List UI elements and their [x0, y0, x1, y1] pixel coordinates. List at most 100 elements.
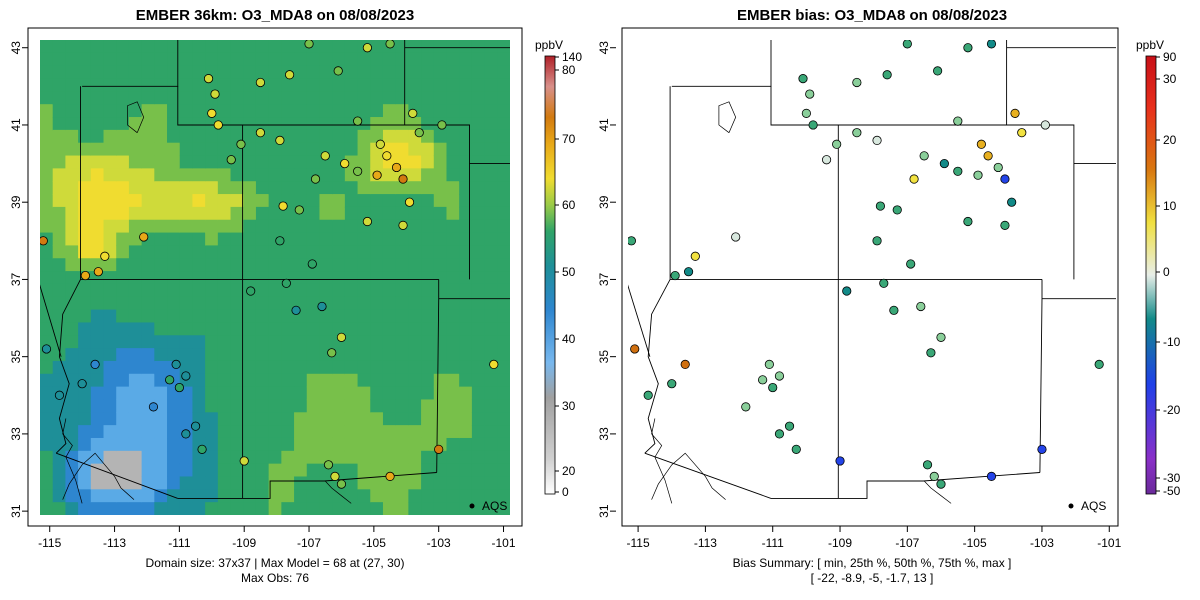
grid-cell — [459, 206, 473, 221]
grid-cell — [382, 335, 397, 349]
y-tick-label: 39 — [597, 195, 611, 209]
grid-cell — [90, 117, 105, 131]
bias-site-marker — [798, 74, 808, 84]
grid-cell — [78, 283, 92, 298]
grid-cell — [332, 437, 346, 452]
grid-cell — [40, 78, 54, 92]
grid-cell — [141, 78, 155, 92]
grid-cell — [408, 463, 422, 478]
grid-cell — [268, 91, 282, 105]
colorbar-tick-label: 0 — [562, 485, 569, 499]
grid-cell — [116, 322, 130, 336]
bias-site-marker — [1017, 128, 1027, 138]
grid-cell — [484, 489, 498, 503]
grid-cell — [319, 399, 333, 413]
grid-cell — [344, 348, 359, 362]
grid-cell — [116, 232, 130, 247]
grid-cell — [332, 489, 346, 503]
grid-cell — [116, 348, 130, 362]
observation-site-marker — [165, 375, 175, 385]
grid-cell — [154, 399, 168, 413]
grid-cell — [179, 283, 194, 298]
grid-cell — [154, 78, 168, 92]
grid-cell — [395, 91, 409, 105]
grid-cell — [281, 117, 295, 131]
bias-site-marker — [939, 158, 949, 169]
grid-cell — [294, 117, 308, 131]
grid-cell — [459, 283, 473, 298]
grid-cell — [103, 78, 117, 92]
grid-cell — [459, 450, 473, 465]
grid-cell — [370, 502, 384, 515]
grid-cell — [446, 283, 460, 298]
grid-cell — [497, 412, 510, 426]
grid-cell — [255, 335, 270, 349]
grid-cell — [421, 142, 435, 157]
grid-cell — [294, 476, 308, 490]
grid-cell — [370, 245, 384, 259]
coastline-line — [62, 418, 83, 504]
grid-cell — [230, 40, 244, 54]
grid-cell — [205, 463, 219, 478]
grid-cell — [395, 78, 409, 92]
grid-cell — [192, 296, 206, 311]
grid-cell — [408, 181, 422, 195]
grid-cell — [154, 489, 168, 503]
y-tick-label: 33 — [9, 427, 23, 441]
grid-cell — [294, 104, 308, 118]
grid-cell — [294, 373, 308, 388]
grid-cell — [382, 78, 397, 92]
grid-cell — [332, 142, 346, 157]
grid-cell — [408, 283, 422, 298]
grid-cell — [421, 206, 435, 221]
grid-cell — [344, 296, 359, 311]
grid-cell — [230, 335, 244, 349]
x-tick-label: -103 — [1030, 536, 1054, 550]
grid-cell — [306, 437, 321, 452]
grid-cell — [395, 425, 409, 439]
grid-cell — [217, 258, 232, 272]
grid-cell — [167, 65, 181, 80]
y-tick-label: 43 — [597, 41, 611, 55]
grid-cell — [52, 91, 67, 105]
observation-site-marker — [275, 135, 285, 146]
grid-cell — [141, 129, 155, 144]
grid-cell — [268, 206, 282, 221]
grid-cell — [395, 232, 409, 247]
grid-cell — [382, 450, 397, 465]
grid-cell — [154, 348, 168, 362]
grid-cell — [357, 296, 371, 311]
grid-cell — [90, 142, 105, 157]
grid-cell — [167, 335, 181, 349]
grid-cell — [179, 168, 194, 182]
grid-cell — [408, 348, 422, 362]
observation-site-marker — [203, 74, 214, 84]
bias-site-marker — [852, 128, 862, 138]
grid-cell — [395, 360, 409, 375]
grid-cell — [103, 129, 117, 144]
grid-cell — [446, 271, 460, 285]
grid-cell — [65, 168, 79, 182]
grid-cell — [408, 168, 422, 182]
grid-cell — [205, 386, 219, 401]
grid-cell — [344, 425, 359, 439]
grid-cell — [128, 437, 143, 452]
aqs-legend-marker — [469, 503, 475, 509]
grid-cell — [255, 425, 270, 439]
grid-cell — [243, 155, 257, 169]
x-tick-label: -105 — [963, 536, 987, 550]
grid-cell — [141, 463, 155, 478]
grid-cell — [306, 309, 321, 324]
grid-cell — [446, 309, 460, 324]
grid-cell — [344, 335, 359, 349]
grid-cell — [128, 373, 143, 388]
bias-site-marker — [936, 332, 946, 342]
grid-cell — [217, 373, 232, 388]
grid-cell — [370, 463, 384, 478]
observation-site-marker — [41, 344, 52, 354]
grid-cell — [52, 142, 67, 157]
grid-cell — [116, 335, 130, 349]
grid-cell — [344, 219, 359, 234]
grid-cell — [471, 360, 486, 375]
grid-cell — [65, 309, 79, 324]
